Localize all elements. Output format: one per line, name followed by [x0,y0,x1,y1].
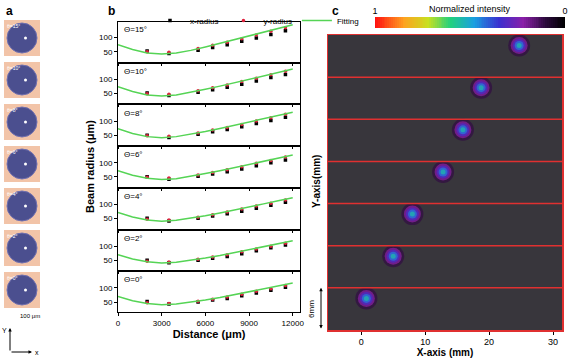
svg-text:θ=8°: θ=8° [7,107,17,113]
svg-text:Θ=6°: Θ=6° [124,150,143,159]
svg-text:100 μm: 100 μm [20,313,40,319]
svg-text:100: 100 [99,200,113,209]
svg-text:50: 50 [103,48,112,57]
svg-text:Θ=10°: Θ=10° [124,67,147,76]
svg-text:0: 0 [359,337,364,347]
svg-text:30: 30 [548,337,558,347]
svg-text:x-radius: x-radius [190,17,218,26]
svg-text:50: 50 [103,89,112,98]
svg-text:θ=15°: θ=15° [7,23,20,29]
svg-text:b: b [108,4,115,18]
svg-text:50: 50 [103,214,112,223]
svg-text:y-radius: y-radius [263,17,291,26]
svg-text:3000: 3000 [153,319,171,328]
svg-text:6000: 6000 [196,319,214,328]
svg-text:50: 50 [103,256,112,265]
svg-text:100: 100 [99,159,113,168]
svg-text:Θ=15°: Θ=15° [124,25,147,34]
svg-text:10: 10 [420,337,430,347]
svg-text:Y: Y [2,327,7,334]
svg-text:θ=10°: θ=10° [7,65,20,71]
svg-text:Y-axis(mm): Y-axis(mm) [311,155,322,208]
svg-text:100: 100 [99,284,113,293]
svg-text:12000: 12000 [282,319,305,328]
svg-text:θ=4°: θ=4° [7,191,17,197]
svg-text:100: 100 [99,33,113,42]
svg-text:9000: 9000 [240,319,258,328]
svg-text:Normalized intensity: Normalized intensity [429,4,511,14]
svg-text:1: 1 [372,6,377,16]
svg-text:0: 0 [562,6,567,16]
svg-text:x: x [35,349,39,356]
svg-text:X-axis (mm): X-axis (mm) [417,347,474,358]
svg-text:100: 100 [99,242,113,251]
svg-text:6mm: 6mm [307,300,316,318]
svg-text:Distance (μm): Distance (μm) [173,328,246,340]
svg-text:50: 50 [103,298,112,307]
svg-text:Θ=4°: Θ=4° [124,192,143,201]
svg-text:Fitting: Fitting [337,17,359,26]
svg-text:θ=6°: θ=6° [7,149,17,155]
svg-text:c: c [332,4,339,18]
svg-text:Θ=8°: Θ=8° [124,109,143,118]
svg-text:50: 50 [103,131,112,140]
svg-text:100: 100 [99,117,113,126]
svg-text:20: 20 [484,337,494,347]
svg-text:a: a [6,4,13,18]
svg-text:θ=2°: θ=2° [7,233,17,239]
svg-text:100: 100 [99,75,113,84]
svg-text:θ=0°: θ=0° [7,275,17,281]
svg-text:Θ=2°: Θ=2° [124,234,143,243]
svg-text:Θ=0°: Θ=0° [124,275,143,284]
svg-text:0: 0 [116,319,121,328]
svg-text:Beam radius (μm): Beam radius (μm) [84,120,96,213]
svg-text:50: 50 [103,173,112,182]
